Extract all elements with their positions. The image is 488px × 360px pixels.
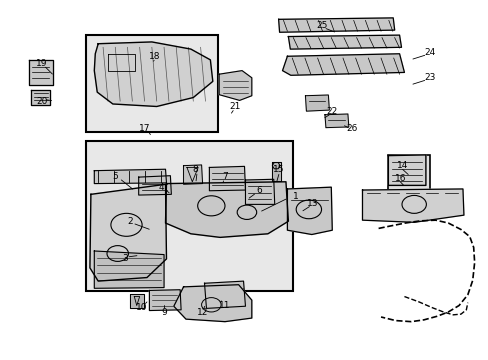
Polygon shape (94, 42, 212, 107)
Text: 21: 21 (228, 102, 240, 111)
Text: 19: 19 (36, 59, 48, 68)
Text: 4: 4 (159, 183, 164, 192)
Polygon shape (90, 184, 166, 281)
Text: 23: 23 (423, 73, 435, 82)
Polygon shape (282, 54, 404, 75)
Text: 24: 24 (423, 48, 434, 57)
Polygon shape (94, 251, 163, 288)
Text: 5: 5 (112, 172, 118, 181)
Text: 6: 6 (256, 186, 262, 195)
Polygon shape (204, 281, 245, 309)
Polygon shape (305, 95, 329, 111)
Text: 14: 14 (396, 161, 408, 170)
Text: 16: 16 (394, 174, 406, 183)
Polygon shape (288, 35, 401, 49)
Bar (86, 140, 293, 291)
Polygon shape (31, 90, 50, 105)
Text: 11: 11 (219, 301, 230, 310)
Polygon shape (165, 182, 288, 237)
Polygon shape (219, 71, 251, 100)
Text: 18: 18 (148, 52, 160, 61)
Polygon shape (325, 114, 348, 128)
Polygon shape (209, 166, 245, 191)
Text: 25: 25 (316, 21, 327, 30)
Text: 9: 9 (161, 308, 166, 317)
Text: 17: 17 (139, 123, 150, 132)
Polygon shape (139, 176, 171, 195)
Text: 26: 26 (346, 123, 357, 132)
Polygon shape (94, 169, 166, 184)
Polygon shape (278, 18, 394, 32)
Polygon shape (183, 165, 202, 184)
Text: 13: 13 (306, 199, 318, 208)
Text: 3: 3 (122, 255, 128, 264)
Text: 20: 20 (37, 96, 48, 105)
Polygon shape (287, 187, 331, 234)
Bar (387, 155, 429, 220)
Polygon shape (149, 290, 181, 311)
Polygon shape (271, 162, 280, 181)
Text: 15: 15 (272, 165, 284, 174)
Polygon shape (245, 179, 274, 204)
Text: 12: 12 (197, 308, 208, 317)
Polygon shape (387, 155, 425, 185)
Polygon shape (173, 285, 251, 321)
Text: 7: 7 (222, 172, 227, 181)
Text: 10: 10 (136, 303, 147, 312)
Text: 22: 22 (326, 107, 337, 116)
Polygon shape (29, 60, 53, 85)
Text: 2: 2 (127, 217, 132, 226)
Bar (86, 35, 217, 132)
Polygon shape (362, 189, 463, 222)
Text: 8: 8 (192, 165, 198, 174)
Text: 1: 1 (292, 192, 298, 201)
Polygon shape (130, 294, 144, 309)
